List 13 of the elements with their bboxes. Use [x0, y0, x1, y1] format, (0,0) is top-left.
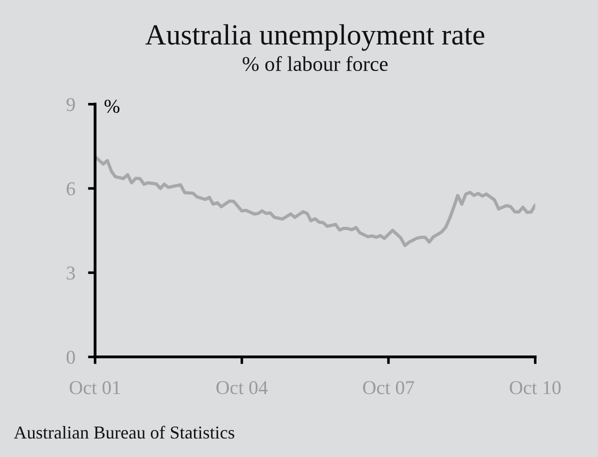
chart-title: Australia unemployment rate	[145, 24, 484, 51]
y-axis-title: %	[104, 100, 120, 113]
y-tick-label: 6	[66, 182, 76, 196]
y-tick-label: 9	[66, 98, 75, 112]
y-tick-label: 3	[66, 266, 75, 280]
x-tick-label: Oct 01	[70, 381, 120, 394]
line-series	[95, 155, 536, 248]
x-tick-label: Oct 04	[216, 381, 268, 394]
x-tick-label: Oct 10	[510, 381, 561, 394]
y-tick-label: 0	[66, 350, 75, 364]
x-tick-label: Oct 07	[363, 381, 414, 394]
chart-subtitle: % of labour force	[242, 56, 388, 72]
text: Australian Bureau of Statistics	[14, 426, 234, 439]
